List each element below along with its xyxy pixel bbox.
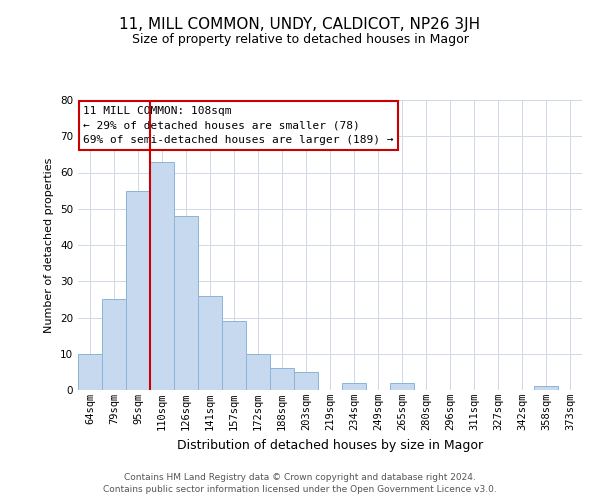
Bar	[222, 321, 246, 390]
Bar	[270, 368, 294, 390]
Bar	[174, 216, 198, 390]
Bar	[126, 190, 150, 390]
Bar	[342, 383, 366, 390]
Bar	[198, 296, 222, 390]
Bar	[246, 354, 270, 390]
Bar	[390, 383, 414, 390]
Text: 11 MILL COMMON: 108sqm
← 29% of detached houses are smaller (78)
69% of semi-det: 11 MILL COMMON: 108sqm ← 29% of detached…	[83, 106, 394, 146]
Text: Size of property relative to detached houses in Magor: Size of property relative to detached ho…	[131, 32, 469, 46]
X-axis label: Distribution of detached houses by size in Magor: Distribution of detached houses by size …	[177, 438, 483, 452]
Bar	[78, 354, 102, 390]
Bar	[150, 162, 174, 390]
Bar	[102, 300, 126, 390]
Y-axis label: Number of detached properties: Number of detached properties	[44, 158, 55, 332]
Bar	[534, 386, 558, 390]
Bar	[294, 372, 318, 390]
Text: Contains HM Land Registry data © Crown copyright and database right 2024.
Contai: Contains HM Land Registry data © Crown c…	[103, 472, 497, 494]
Text: 11, MILL COMMON, UNDY, CALDICOT, NP26 3JH: 11, MILL COMMON, UNDY, CALDICOT, NP26 3J…	[119, 18, 481, 32]
